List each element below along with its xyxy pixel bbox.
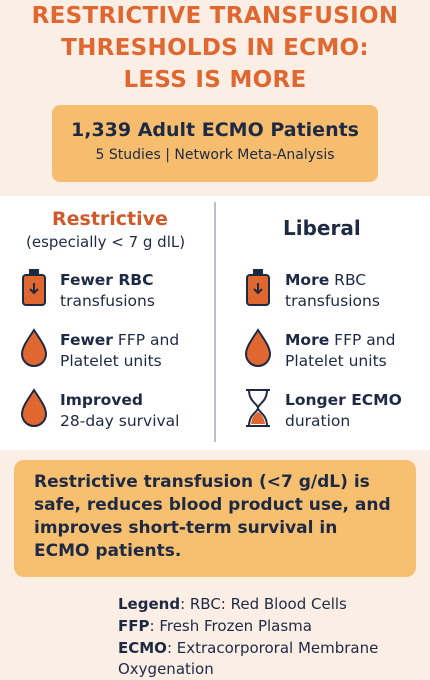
drop-icon	[244, 328, 272, 367]
item-bold: Fewer	[60, 331, 113, 349]
item-bold: More	[285, 331, 330, 349]
title-line: THRESHOLDS IN ECMO:	[61, 35, 369, 61]
item-text: RBC transfusions	[285, 271, 380, 310]
left-item: Fewer RBC transfusions	[60, 270, 200, 312]
legend-text: : RBC: Red Blood Cells	[180, 595, 347, 613]
drop-icon	[20, 328, 48, 367]
left-subheading: (especially < 7 g dlL)	[26, 233, 186, 251]
summary-box: 1,339 Adult ECMO Patients 5 Studies | Ne…	[52, 105, 378, 182]
right-item: More RBC transfusions	[285, 270, 415, 312]
hourglass-icon	[246, 389, 270, 427]
left-item: Improved 28-day survival	[60, 390, 200, 432]
legend-entry: FFP: Fresh Frozen Plasma	[118, 616, 418, 637]
item-bold: Fewer RBC	[60, 271, 154, 289]
right-heading: Liberal	[283, 216, 361, 240]
drop-icon	[20, 388, 48, 427]
item-text: transfusions	[60, 292, 155, 310]
item-bold: Improved	[60, 391, 144, 409]
item-text: 28-day survival	[60, 412, 180, 430]
legend-entry: ECMO: Extracorpororal Membrane Oxygenati…	[118, 638, 418, 680]
title-line: RESTRICTIVE TRANSFUSION	[31, 3, 399, 29]
title: RESTRICTIVE TRANSFUSION THRESHOLDS IN EC…	[0, 0, 430, 96]
blood-bag-icon	[22, 269, 46, 306]
legend-term: ECMO	[118, 639, 167, 657]
left-item: Fewer FFP and Platelet units	[60, 330, 200, 372]
legend-term: Legend	[118, 595, 181, 613]
item-text: FFP and Platelet units	[285, 331, 396, 370]
legend-text: : Extracorpororal Membrane Oxygenation	[118, 639, 379, 678]
conclusion-text: Restrictive transfusion (<7 g/dL) is saf…	[34, 472, 391, 561]
divider	[214, 202, 216, 442]
item-bold: More	[285, 271, 330, 289]
conclusion-box: Restrictive transfusion (<7 g/dL) is saf…	[14, 460, 416, 577]
summary-detail: 5 Studies | Network Meta-Analysis	[95, 147, 335, 163]
blood-bag-icon	[246, 269, 270, 306]
right-item: More FFP and Platelet units	[285, 330, 415, 372]
title-line: LESS IS MORE	[123, 67, 307, 93]
item-text: FFP and Platelet units	[60, 331, 180, 370]
legend-entry: Legend: RBC: Red Blood Cells	[118, 594, 418, 615]
item-bold: Longer ECMO	[285, 391, 402, 409]
left-heading: Restrictive	[52, 208, 168, 230]
legend-term: FFP	[118, 617, 150, 635]
legend-text: : Fresh Frozen Plasma	[149, 617, 312, 635]
right-item: Longer ECMO duration	[285, 390, 420, 432]
summary-headline: 1,339 Adult ECMO Patients	[71, 119, 359, 141]
item-text: duration	[285, 412, 351, 430]
